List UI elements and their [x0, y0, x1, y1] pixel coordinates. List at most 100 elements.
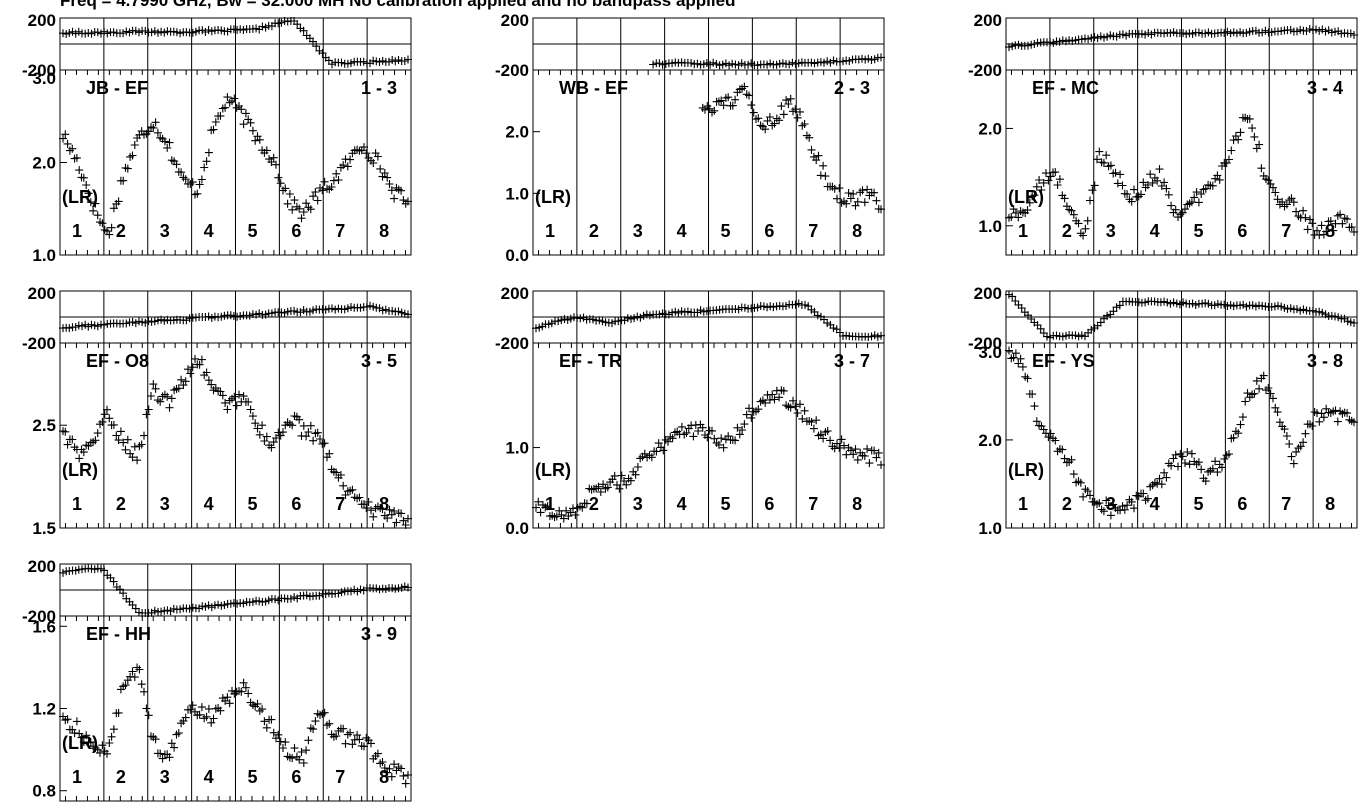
- phase-tick-label: -200: [495, 61, 529, 80]
- pair-label: 3 - 7: [834, 351, 870, 371]
- amplitude-point: [165, 753, 174, 762]
- amplitude-point: [177, 168, 186, 177]
- amplitude-point: [754, 405, 763, 414]
- baseline-label: EF - YS: [1032, 351, 1095, 371]
- amplitude-point: [373, 749, 382, 758]
- amplitude-point: [339, 724, 348, 733]
- amplitude-point: [68, 144, 77, 153]
- amplitude-point: [253, 699, 262, 708]
- amplitude-point: [1113, 179, 1122, 188]
- amplitude-point: [346, 155, 355, 164]
- amplitude-point: [823, 427, 832, 435]
- amplitude-point: [819, 161, 828, 170]
- amplitude-point: [112, 431, 121, 440]
- amplitude-point: [805, 133, 814, 142]
- amplitude-point: [343, 162, 352, 171]
- amplitude-point: [306, 421, 315, 430]
- amplitude-point: [1130, 504, 1138, 513]
- amplitude-point: [1243, 389, 1252, 398]
- amplitude-point: [633, 463, 642, 471]
- amplitude-point: [1171, 450, 1180, 459]
- amplitude-point: [255, 430, 264, 439]
- phase-point: [404, 583, 412, 592]
- amplitude-point: [84, 189, 93, 198]
- amplitude-point: [1269, 394, 1277, 403]
- amplitude-point: [181, 377, 190, 386]
- amplitude-point: [870, 188, 879, 197]
- amplitude-point: [123, 164, 132, 173]
- amplitude-point: [204, 376, 213, 385]
- amplitude-point: [1106, 511, 1115, 520]
- amplitude-point: [119, 176, 128, 185]
- channel-label: 2: [116, 494, 126, 514]
- amplitude-point: [207, 380, 216, 389]
- amplitude-point: [378, 758, 387, 766]
- amplitude-point: [103, 749, 111, 758]
- channel-label: 4: [204, 221, 214, 241]
- amplitude-point: [221, 398, 230, 407]
- panel-4: 200 -200 2.5 1.5 EF - O8 3 - 5 (LR) 1 2 3 4 5 6 7 8: [22, 284, 412, 538]
- amplitude-point: [376, 164, 385, 173]
- amplitude-point: [775, 393, 784, 402]
- channel-label: 5: [1194, 494, 1204, 514]
- amplitude-point: [765, 113, 774, 121]
- amplitude-tick-label: 1.5: [32, 519, 56, 538]
- channel-label: 8: [1325, 494, 1335, 514]
- amplitude-point: [1032, 417, 1041, 426]
- amplitude-point: [1326, 217, 1335, 225]
- amplitude-point: [316, 435, 324, 443]
- amplitude-point: [392, 518, 401, 527]
- amplitude-point: [355, 735, 364, 744]
- amplitude-tick-label: 1.0: [32, 246, 56, 265]
- amplitude-point: [404, 514, 412, 523]
- amplitude-point: [664, 437, 672, 446]
- amplitude-point: [137, 440, 146, 449]
- amplitude-point: [1264, 384, 1273, 392]
- amplitude-point: [837, 435, 846, 444]
- amplitude-point: [119, 438, 128, 447]
- amplitude-point: [870, 446, 879, 455]
- amplitude-point: [1095, 499, 1104, 508]
- amplitude-point: [353, 731, 362, 740]
- amplitude-point: [109, 725, 118, 734]
- amplitude-point: [812, 416, 821, 425]
- amplitude-point: [230, 392, 239, 401]
- amplitude-point: [1079, 492, 1088, 501]
- amplitude-point: [181, 713, 190, 722]
- amplitude-point: [239, 678, 248, 687]
- amplitude-point: [135, 665, 144, 674]
- amplitude-point: [1167, 461, 1176, 470]
- amplitude-point: [833, 194, 841, 203]
- baseline-label: EF - HH: [86, 624, 151, 644]
- amplitude-point: [98, 741, 107, 750]
- amplitude-point: [184, 365, 192, 374]
- amplitude-point: [302, 199, 311, 208]
- amplitude-point: [1074, 219, 1083, 228]
- amplitude-point: [1111, 168, 1120, 177]
- amplitude-point: [1005, 346, 1013, 355]
- amplitude-tick-label: 3.0: [978, 343, 1002, 362]
- amplitude-point: [109, 204, 118, 213]
- amplitude-point: [163, 143, 172, 152]
- amplitude-point: [1167, 201, 1176, 210]
- amplitude-point: [142, 410, 151, 419]
- channel-label: 1: [545, 221, 555, 241]
- amplitude-point: [728, 101, 737, 110]
- amplitude-point: [1278, 197, 1287, 206]
- channel-label: 3: [1106, 494, 1116, 514]
- amplitude-point: [860, 198, 869, 207]
- amplitude-point: [1238, 413, 1247, 422]
- amplitude-point: [747, 101, 756, 110]
- amplitude-point: [1104, 501, 1113, 510]
- amplitude-point: [204, 704, 213, 713]
- channel-label: 7: [335, 494, 345, 514]
- amplitude-point: [1315, 231, 1324, 240]
- amplitude-point: [1289, 459, 1298, 468]
- amplitude-point: [77, 733, 86, 742]
- phase-tick-label: 200: [974, 284, 1002, 303]
- amplitude-point: [121, 445, 130, 454]
- amplitude-point: [816, 171, 825, 180]
- amplitude-point: [1081, 224, 1090, 233]
- amplitude-point: [768, 390, 777, 399]
- phase-point: [119, 589, 128, 598]
